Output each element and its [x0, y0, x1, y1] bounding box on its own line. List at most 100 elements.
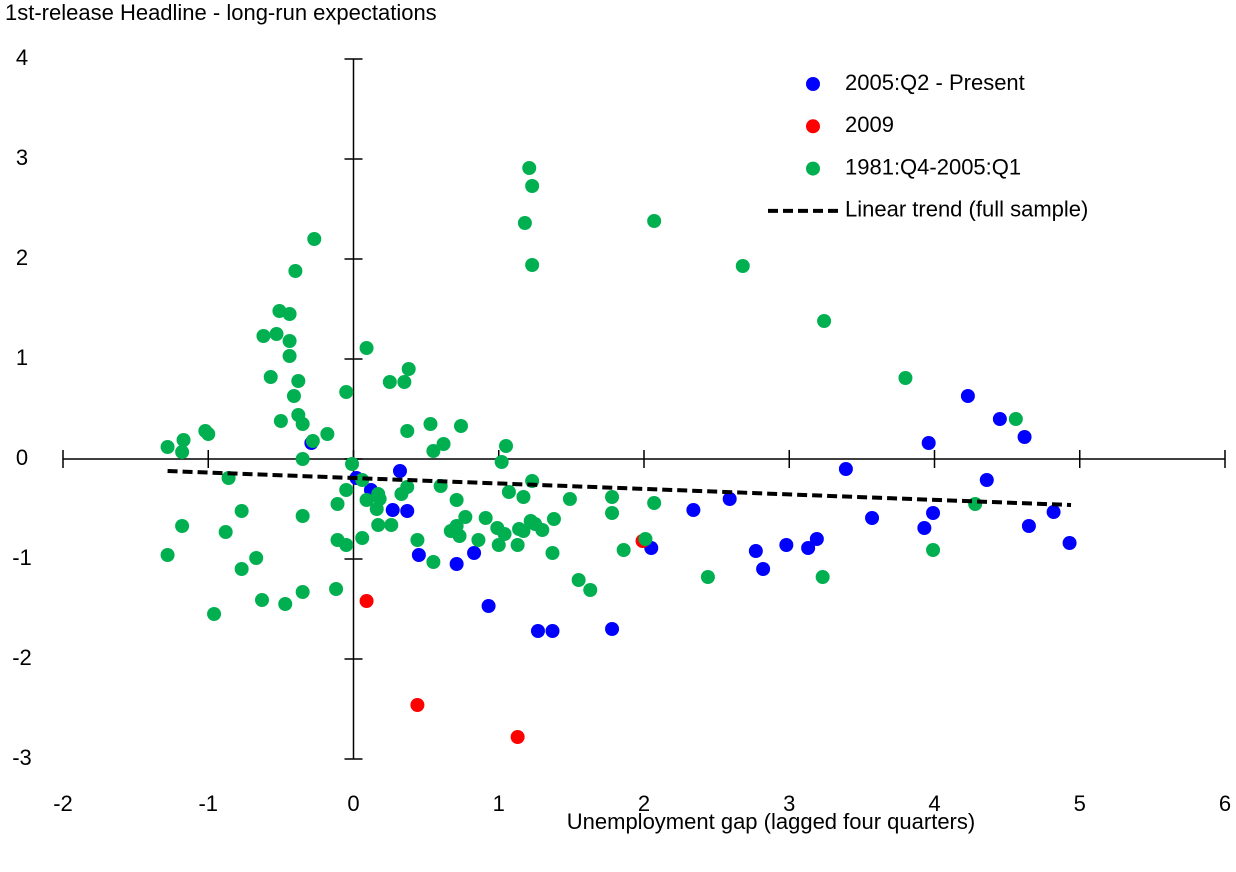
point: [809, 532, 824, 546]
point: [160, 440, 175, 454]
point: [385, 503, 400, 517]
point: [501, 485, 516, 499]
point: [686, 503, 701, 517]
x-tick-label: 4: [928, 791, 940, 816]
point: [359, 493, 374, 507]
point: [295, 417, 310, 431]
point: [411, 548, 426, 562]
point: [801, 541, 816, 555]
point: [817, 314, 832, 328]
point: [410, 698, 425, 712]
legend-marker: [806, 161, 820, 176]
point: [175, 445, 190, 459]
point: [700, 570, 715, 584]
y-tick-label: 2: [16, 245, 28, 270]
point: [307, 232, 322, 246]
point: [384, 518, 399, 532]
point: [898, 371, 913, 385]
point: [382, 375, 397, 389]
legend-label: 2005:Q2 - Present: [845, 70, 1025, 95]
point: [545, 546, 560, 560]
point: [960, 389, 975, 403]
y-tick-label: 0: [16, 445, 28, 470]
point: [510, 538, 525, 552]
point: [371, 518, 386, 532]
point: [449, 493, 464, 507]
point: [329, 582, 344, 596]
point: [535, 523, 550, 537]
point: [295, 509, 310, 523]
point: [426, 555, 441, 569]
point: [748, 544, 763, 558]
point: [992, 412, 1007, 426]
point: [979, 473, 994, 487]
point: [369, 502, 384, 516]
point: [917, 521, 932, 535]
point: [546, 512, 561, 526]
point: [410, 533, 425, 547]
point: [254, 593, 269, 607]
point: [647, 214, 662, 228]
point: [282, 307, 297, 321]
point: [1017, 430, 1032, 444]
trend-line: [167, 469, 1072, 507]
point: [722, 492, 737, 506]
legend-label: 1981:Q4-2005:Q1: [845, 154, 1021, 179]
point: [339, 385, 354, 399]
point: [968, 497, 983, 511]
point: [1046, 505, 1061, 519]
point: [426, 444, 441, 458]
point: [397, 375, 412, 389]
point: [452, 529, 467, 543]
point: [1021, 519, 1036, 533]
point: [273, 414, 288, 428]
point: [345, 457, 360, 471]
point: [497, 527, 512, 541]
point: [291, 374, 306, 388]
point: [288, 264, 303, 278]
point: [453, 419, 468, 433]
point: [282, 349, 297, 363]
point: [201, 427, 216, 441]
point: [400, 480, 415, 494]
point: [458, 510, 473, 524]
chart-title: 1st-release Headline - long-run expectat…: [5, 0, 437, 25]
point: [616, 543, 631, 557]
point: [436, 437, 451, 451]
point: [735, 259, 750, 273]
y-tick-label: -2: [12, 645, 32, 670]
y-tick-label: 3: [16, 145, 28, 170]
point: [305, 434, 320, 448]
point: [160, 548, 175, 562]
point: [1008, 412, 1023, 426]
y-tick-label: 4: [16, 45, 28, 70]
point: [605, 490, 620, 504]
point: [359, 341, 374, 355]
point: [605, 622, 620, 636]
point: [400, 424, 415, 438]
point: [865, 511, 880, 525]
x-tick-label: 5: [1074, 791, 1086, 816]
point: [779, 538, 794, 552]
point: [401, 362, 416, 376]
point: [638, 532, 653, 546]
point: [647, 496, 662, 510]
point: [269, 327, 284, 341]
legend-marker: [806, 77, 820, 91]
point: [234, 562, 249, 576]
x-axis-label: Unemployment gap (lagged four quarters): [567, 809, 975, 834]
point: [256, 329, 271, 343]
point: [522, 161, 537, 175]
x-tick-label: 1: [493, 791, 505, 816]
point: [517, 216, 532, 230]
point: [355, 531, 370, 545]
legend-label: 2009: [845, 112, 894, 137]
point: [605, 506, 620, 520]
x-tick-label: 6: [1219, 791, 1231, 816]
point: [278, 597, 293, 611]
point: [249, 551, 264, 565]
point: [571, 573, 586, 587]
point: [545, 624, 560, 638]
